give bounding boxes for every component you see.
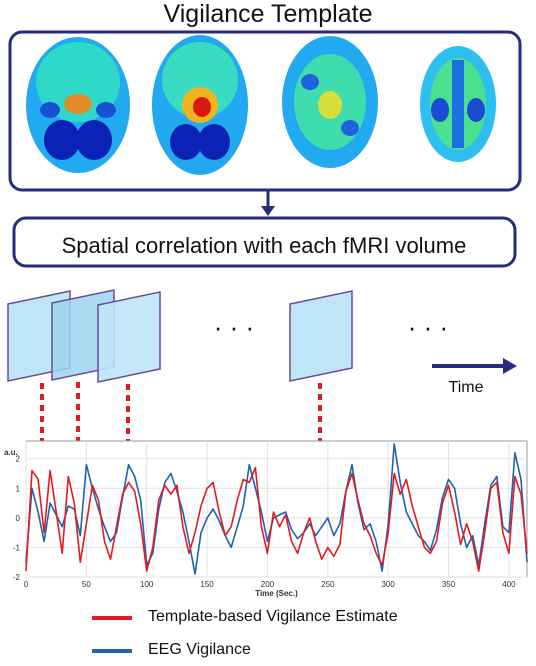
vigilance-template-title: Vigilance Template bbox=[163, 0, 373, 28]
time-label: Time bbox=[449, 379, 484, 396]
brain-slice-2 bbox=[152, 35, 248, 175]
correlation-label: Spatial correlation with each fMRI volum… bbox=[61, 233, 467, 258]
time-arrow-head bbox=[503, 358, 517, 374]
x-tick-label: 100 bbox=[140, 580, 154, 589]
connector-arrow-head bbox=[261, 206, 275, 216]
legend-label-template: Template-based Vigilance Estimate bbox=[148, 608, 398, 625]
series-line-template-based-vigilance-estimate bbox=[25, 466, 528, 572]
y-tick-label: -2 bbox=[13, 573, 21, 582]
brain-slice-1 bbox=[26, 37, 130, 173]
x-axis-label: Time (Sec.) bbox=[255, 589, 298, 598]
series-line-eeg-vigilance bbox=[25, 443, 528, 575]
fmri-slices bbox=[7, 289, 353, 383]
fmri-volume-3 bbox=[97, 291, 161, 383]
plot-area bbox=[25, 440, 528, 578]
template-frame bbox=[8, 30, 522, 192]
vigilance-chart: 0 50 100 150 200 250 300 350 400 -2 -1 0 1 2 Time (Sec… bbox=[4, 440, 528, 598]
legend-label-eeg: EEG Vigilance bbox=[148, 641, 251, 658]
x-tick-label: 50 bbox=[82, 580, 91, 589]
ellipsis-1: · · · bbox=[214, 312, 254, 342]
y-tick-label: -1 bbox=[13, 543, 21, 552]
ellipsis-2: · · · bbox=[408, 312, 448, 342]
y-tick-label: 2 bbox=[16, 455, 21, 464]
x-tick-label: 150 bbox=[200, 580, 214, 589]
x-tick-label: 400 bbox=[502, 580, 516, 589]
x-tick-label: 200 bbox=[261, 580, 275, 589]
x-tick-label: 350 bbox=[442, 580, 456, 589]
x-tick-label: 250 bbox=[321, 580, 335, 589]
correlation-frame bbox=[12, 216, 517, 268]
brain-slice-4 bbox=[420, 46, 496, 162]
y-tick-label: 0 bbox=[16, 514, 21, 523]
x-tick-label: 300 bbox=[381, 580, 395, 589]
x-tick-label: 0 bbox=[24, 580, 29, 589]
y-tick-label: 1 bbox=[16, 484, 21, 493]
y-axis-label: a.u. bbox=[4, 448, 18, 457]
brain-slice-3 bbox=[282, 36, 378, 168]
fmri-volume-4 bbox=[289, 290, 353, 382]
